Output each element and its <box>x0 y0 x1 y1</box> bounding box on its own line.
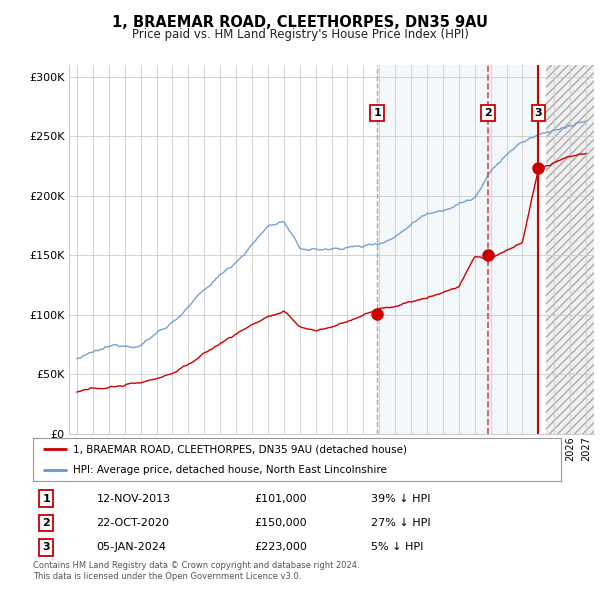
Text: 2: 2 <box>484 108 491 118</box>
Bar <box>377 65 538 434</box>
Text: 1, BRAEMAR ROAD, CLEETHORPES, DN35 9AU (detached house): 1, BRAEMAR ROAD, CLEETHORPES, DN35 9AU (… <box>73 444 407 454</box>
Text: 1: 1 <box>373 108 381 118</box>
Text: Contains HM Land Registry data © Crown copyright and database right 2024.: Contains HM Land Registry data © Crown c… <box>33 560 359 569</box>
Text: 05-JAN-2024: 05-JAN-2024 <box>97 542 166 552</box>
Text: This data is licensed under the Open Government Licence v3.0.: This data is licensed under the Open Gov… <box>33 572 301 581</box>
Text: 39% ↓ HPI: 39% ↓ HPI <box>371 494 430 503</box>
Text: 1: 1 <box>43 494 50 503</box>
Bar <box>546 65 594 434</box>
Text: £101,000: £101,000 <box>255 494 307 503</box>
Text: 3: 3 <box>535 108 542 118</box>
Bar <box>546 65 594 434</box>
Text: 22-OCT-2020: 22-OCT-2020 <box>97 518 169 528</box>
Text: 3: 3 <box>43 542 50 552</box>
Text: 1, BRAEMAR ROAD, CLEETHORPES, DN35 9AU: 1, BRAEMAR ROAD, CLEETHORPES, DN35 9AU <box>112 15 488 30</box>
Text: 12-NOV-2013: 12-NOV-2013 <box>97 494 170 503</box>
Text: £150,000: £150,000 <box>255 518 307 528</box>
Text: 2: 2 <box>43 518 50 528</box>
Text: 5% ↓ HPI: 5% ↓ HPI <box>371 542 423 552</box>
Text: Price paid vs. HM Land Registry's House Price Index (HPI): Price paid vs. HM Land Registry's House … <box>131 28 469 41</box>
Text: 27% ↓ HPI: 27% ↓ HPI <box>371 518 431 528</box>
Text: £223,000: £223,000 <box>255 542 308 552</box>
Text: HPI: Average price, detached house, North East Lincolnshire: HPI: Average price, detached house, Nort… <box>73 465 386 475</box>
